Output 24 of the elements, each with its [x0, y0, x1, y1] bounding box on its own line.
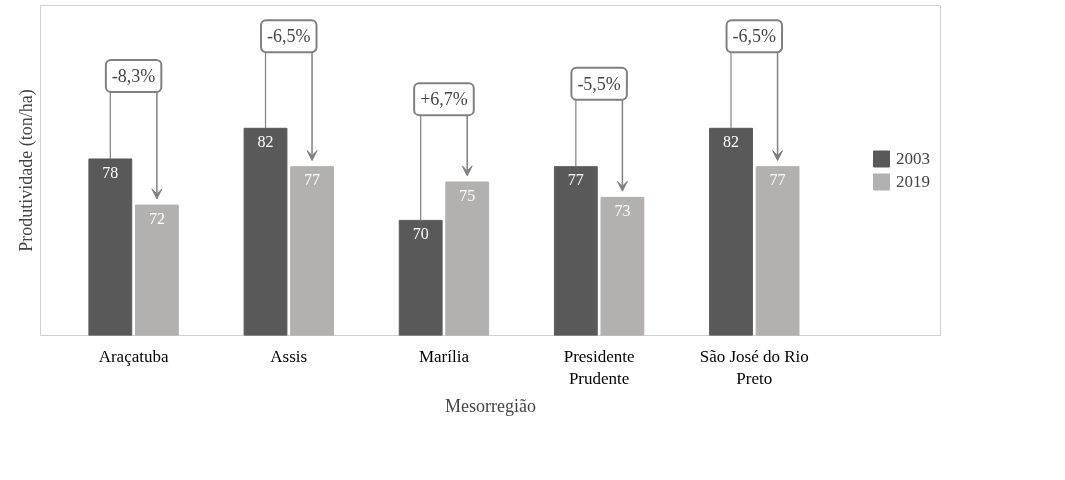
- data-label: 77: [769, 171, 786, 189]
- legend-label: 2003: [896, 148, 930, 169]
- data-label: 75: [459, 186, 476, 204]
- data-label: 77: [304, 171, 321, 189]
- data-label: 72: [148, 209, 165, 227]
- x-axis-title: Mesorregião: [445, 396, 536, 417]
- data-label: 70: [412, 225, 429, 243]
- annotation: -6,5%: [732, 26, 777, 47]
- x-tick-label: São José do Rio Preto: [699, 346, 809, 389]
- data-label: 78: [102, 163, 119, 181]
- annotation: -6,5%: [267, 26, 311, 47]
- data-label: 82: [723, 132, 740, 150]
- annotation: +6,7%: [420, 89, 468, 110]
- x-tick-label: Araçatuba: [98, 346, 169, 366]
- data-label: 82: [257, 132, 274, 150]
- annotation: -8,3%: [111, 66, 156, 87]
- annotation: -5,5%: [577, 73, 621, 94]
- x-tick-label: Presidente Prudente: [563, 346, 635, 389]
- data-label: 77: [567, 171, 584, 189]
- y-axis-title: Produtividade (ton/ha): [15, 89, 37, 252]
- data-label: 73: [614, 202, 631, 220]
- x-tick-label: Assis: [270, 346, 308, 366]
- x-tick-label: Marília: [418, 346, 470, 366]
- legend-label: 2019: [896, 171, 930, 192]
